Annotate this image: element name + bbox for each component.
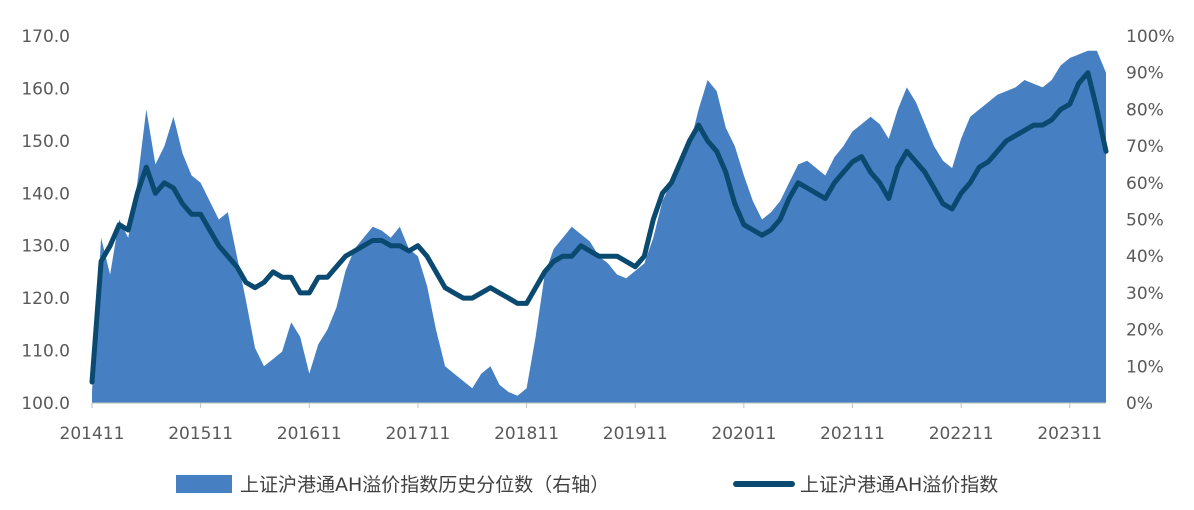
area-layer [92,50,1106,403]
x-tick-label: 201711 [385,424,450,444]
y-right-tick-label: 40% [1126,247,1164,267]
x-tick-label: 201911 [603,424,668,444]
y-right-tick-label: 50% [1126,211,1164,231]
x-tick-label: 201411 [60,424,125,444]
x-tick-label: 202311 [1037,424,1102,444]
y-left-tick-label: 100.0 [21,394,70,414]
x-tick-label: 201611 [277,424,342,444]
y-left-tick-label: 170.0 [21,27,70,47]
y-right-tick-label: 100% [1126,27,1175,47]
y-left-tick-label: 140.0 [21,184,70,204]
area-series-percentile [92,50,1106,403]
line-series-ah-premium [89,70,1109,385]
legend-swatch-area [176,475,232,493]
line-layer [89,70,1109,385]
legend: 上证沪港通AH溢价指数历史分位数（右轴） 上证沪港通AH溢价指数 [176,474,998,496]
y-left-tick-label: 150.0 [21,132,70,152]
y-right-tick-label: 70% [1126,137,1164,157]
y-right-tick-label: 20% [1126,321,1164,341]
y-right-tick-label: 60% [1126,174,1164,194]
y-left-tick-label: 160.0 [21,79,70,99]
x-tick-label: 202211 [929,424,994,444]
x-tick-label: 202011 [711,424,776,444]
legend-label-area: 上证沪港通AH溢价指数历史分位数（右轴） [240,474,609,496]
y-right-tick-label: 0% [1126,394,1153,414]
y-left-tick-label: 110.0 [21,342,70,362]
y-right-tick-label: 30% [1126,284,1164,304]
x-tick-label: 201811 [494,424,559,444]
y-right-tick-label: 90% [1126,64,1164,84]
y-left-tick-label: 120.0 [21,289,70,309]
y-right-tick-label: 80% [1126,100,1164,120]
x-tick-label: 201511 [168,424,233,444]
y-right-tick-label: 10% [1126,357,1164,377]
axes-layer: 100.0 110.0 120.0 130.0 140.0 150.0 160.0 170.0… [21,27,1174,444]
y-left-tick-label: 130.0 [21,237,70,257]
legend-label-line: 上证沪港通AH溢价指数 [800,474,998,496]
x-tick-label: 202111 [820,424,885,444]
